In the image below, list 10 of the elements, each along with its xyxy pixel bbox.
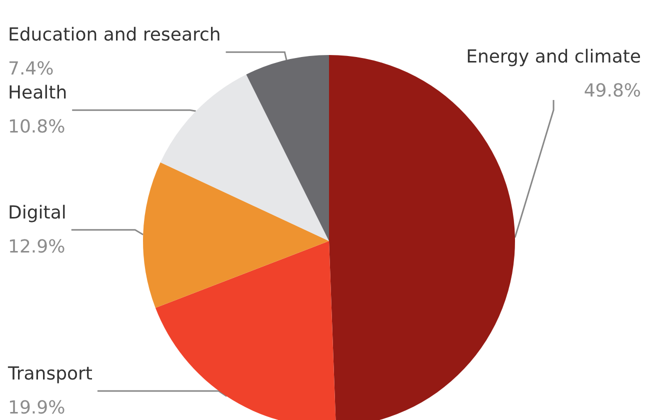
- slice-label: Digital: [8, 202, 66, 224]
- data-label: 7.4%: [8, 58, 54, 80]
- slice-label: Transport: [7, 364, 92, 384]
- data-label: 49.8%: [584, 80, 641, 102]
- data-label: 12.9%: [8, 236, 66, 258]
- data-label: 19.9%: [8, 398, 66, 418]
- slice-label: Health: [8, 82, 68, 104]
- data-label: 10.8%: [8, 116, 66, 138]
- slice-label: Education and research: [8, 24, 221, 46]
- slice-label: Energy and climate: [466, 46, 641, 68]
